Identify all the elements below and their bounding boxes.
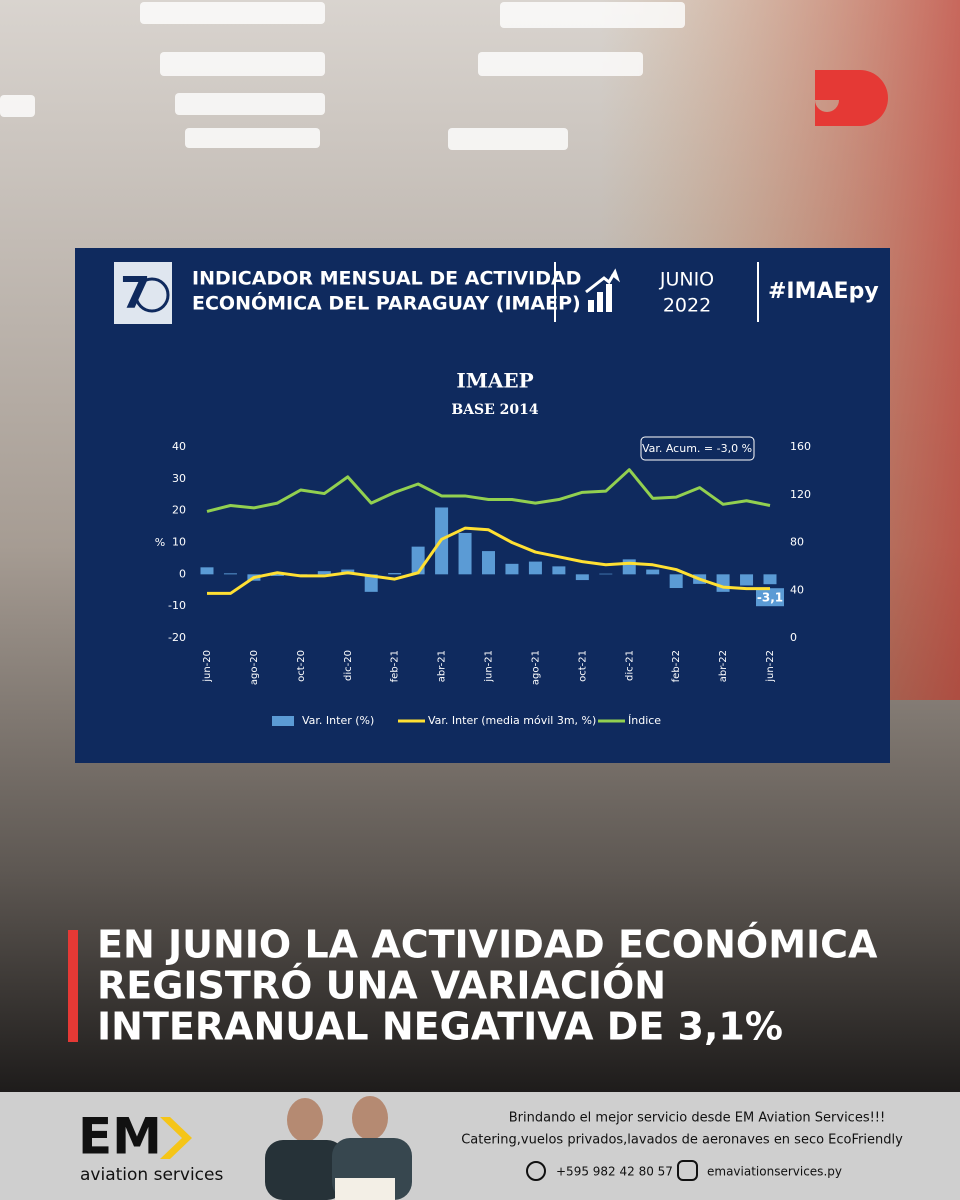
annotation-box [640,436,755,461]
hashtag: #IMAEpy [768,279,879,304]
footer-line: Brindando el mejor servicio desde EM Avi… [509,1111,885,1126]
bar [763,574,777,585]
line [207,526,770,595]
bar [388,573,402,575]
value-label-bg [756,588,784,607]
bar [716,574,730,592]
y-tick-label: -20 [168,631,186,644]
y-axis-label: % [155,536,165,549]
brand-sub: aviation services [80,1165,223,1185]
footer [0,1092,960,1200]
chart-icon [585,268,621,312]
lights [0,2,685,150]
chart-subtitle: BASE 2014 [451,402,539,418]
x-tick-label: jun-21 [484,650,495,683]
bar [505,563,519,575]
x-tick-label: abr-21 [437,650,448,682]
logo-70 [114,262,172,324]
header-title: ECONÓMICA DEL PARAGUAY (IMAEP) [192,291,581,315]
bar [599,573,613,575]
headline: EN JUNIO LA ACTIVIDAD ECONÓMICA [97,923,878,967]
headline: REGISTRÓ UNA VARIACIÓN [97,964,666,1008]
footer-line: Catering,vuelos privados,lavados de aero… [461,1133,903,1148]
logo-ring [134,277,170,313]
y-tick-label: 10 [172,536,186,549]
bar [364,574,378,592]
bar [575,574,589,581]
bar [200,567,214,575]
bar [528,561,542,575]
instagram: emaviationservices.py [707,1165,842,1179]
legend-label: Var. Inter (%) [302,714,374,727]
x-tick-label: ago-21 [530,650,541,685]
x-tick-label: feb-22 [671,650,682,682]
instagram-icon [677,1160,698,1181]
y-tick-label: -10 [168,599,186,612]
y2-tick-label: 120 [790,488,811,501]
bar [223,573,237,575]
line [206,468,771,513]
x-tick-label: oct-20 [296,650,307,682]
brand: EM [78,1108,162,1166]
legend-label: Var. Inter (media móvil 3m, %) [428,714,596,727]
x-tick-label: dic-20 [343,650,354,681]
headline: INTERANUAL NEGATIVA DE 3,1% [97,1005,783,1049]
bar [458,532,472,575]
legend-swatch [272,716,294,726]
chart: IMAEP BASE 2014 % Var. Acum. = -3,0 % -2… [155,369,811,728]
logo [815,70,888,126]
x-tick-label: jun-22 [765,650,776,683]
brand-arrow [160,1117,192,1159]
header-title: INDICADOR MENSUAL DE ACTIVIDAD [192,268,581,290]
bar [270,574,284,576]
y2-tick-label: 160 [790,440,811,453]
y-tick-label: 20 [172,504,186,517]
bar [740,574,754,586]
x-tick-label: jun-20 [202,650,213,683]
phone: +595 982 42 80 57 [556,1165,673,1179]
panel [75,248,890,763]
y2-tick-label: 40 [790,583,804,596]
x-tick-label: ago-20 [249,650,260,685]
bar [622,559,636,575]
header-year: 2022 [663,295,711,317]
bar [552,566,566,575]
chart-title: IMAEP [456,369,533,393]
bar [317,571,331,575]
bar [482,551,495,575]
y-tick-label: 0 [179,567,186,580]
x-tick-label: abr-22 [718,650,729,682]
whatsapp-icon [526,1161,546,1181]
headline-bar [68,930,78,1042]
bar [646,569,660,575]
y2-tick-label: 0 [790,631,797,644]
y2-tick-label: 80 [790,536,804,549]
photo [265,1096,412,1200]
annotation: Var. Acum. = -3,0 % [642,442,752,455]
x-tick-label: dic-21 [624,650,635,681]
x-tick-label: feb-21 [390,650,401,682]
x-tick-label: oct-21 [577,650,588,682]
legend-label: Índice [628,714,661,727]
header-month: JUNIO [659,269,714,291]
y-tick-label: 40 [172,440,186,453]
bar [669,574,683,589]
value-label: -3,1 [757,591,783,605]
y-tick-label: 30 [172,472,186,485]
